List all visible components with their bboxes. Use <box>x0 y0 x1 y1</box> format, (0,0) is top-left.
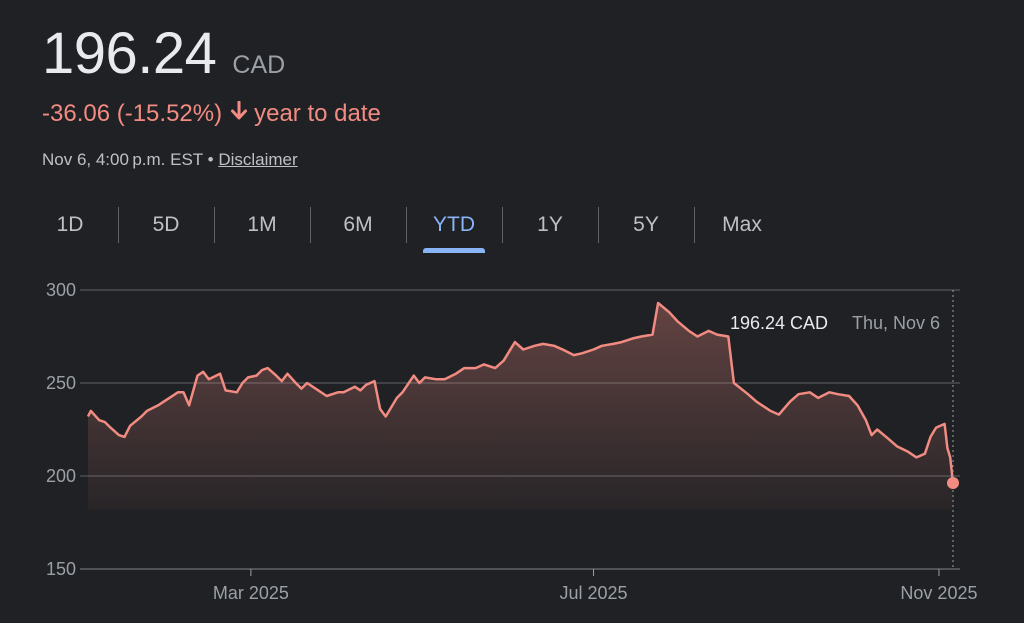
meta-separator: • <box>207 150 214 169</box>
tab-ytd[interactable]: YTD <box>406 205 502 253</box>
tab-1y[interactable]: 1Y <box>502 205 598 247</box>
quote-header: 196.24 CAD <box>42 18 285 90</box>
y-tick-label: 300 <box>46 280 76 300</box>
chart-tooltip: 196.24 CAD Thu, Nov 6 <box>730 313 940 333</box>
currency-code: CAD <box>232 51 286 79</box>
tab-5y[interactable]: 5Y <box>598 205 694 247</box>
price-change: -36.06 (-15.52%) <box>42 100 223 127</box>
x-tick-label: Mar 2025 <box>213 583 289 603</box>
y-tick-label: 200 <box>46 466 76 486</box>
tab-1d[interactable]: 1D <box>56 213 84 236</box>
tab-6m[interactable]: 6M <box>310 205 406 247</box>
y-tick-label: 150 <box>46 559 76 579</box>
x-tick-label: Jul 2025 <box>559 583 627 603</box>
quote-timestamp: Nov 6, 4:00 p.m. EST <box>42 150 203 169</box>
tab-5d[interactable]: 5D <box>118 205 214 247</box>
price-area <box>88 303 953 510</box>
current-price: 196.24 <box>42 21 217 86</box>
arrow-down-icon <box>230 100 248 128</box>
tooltip-value: 196.24 CAD <box>730 313 828 333</box>
tab-1m[interactable]: 1M <box>214 205 310 247</box>
y-tick-label: 250 <box>46 373 76 393</box>
change-period: year to date <box>254 100 381 127</box>
price-change-row: -36.06 (-15.52%) year to date <box>42 100 381 128</box>
last-price-marker <box>947 476 959 489</box>
disclaimer-link[interactable]: Disclaimer <box>218 150 298 169</box>
tab-max[interactable]: Max <box>694 205 790 247</box>
quote-meta: Nov 6, 4:00 p.m. EST • Disclaimer <box>42 150 298 170</box>
range-tabs: 1D 5D 1M 6M YTD 1Y 5Y Max <box>22 205 790 253</box>
tooltip-date: Thu, Nov 6 <box>852 313 940 333</box>
x-tick-label: Nov 2025 <box>900 583 977 603</box>
price-line <box>86 301 955 484</box>
